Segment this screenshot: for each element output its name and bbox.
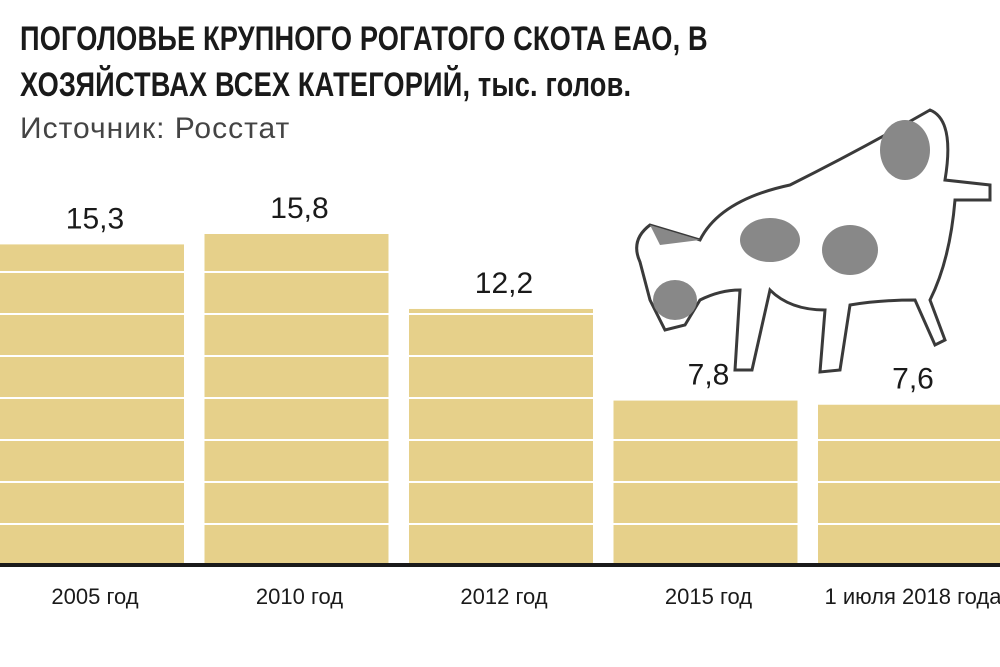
x-tick-label: 2010 год bbox=[256, 584, 343, 609]
value-label: 15,8 bbox=[270, 192, 328, 225]
x-tick-label: 2012 год bbox=[460, 584, 547, 609]
x-tick-label: 2005 год bbox=[51, 584, 138, 609]
value-label: 7,8 bbox=[688, 359, 730, 392]
value-label: 7,6 bbox=[892, 363, 934, 396]
chart-subtitle: Источник: Росстат bbox=[20, 112, 291, 145]
cow-spot bbox=[653, 280, 697, 320]
cow-spot bbox=[740, 218, 800, 262]
bar bbox=[818, 404, 1000, 563]
bars: 15,3 2005 год 15,8 2010 год 12,2 2012 год 7,8 2… bbox=[0, 192, 1000, 609]
value-label: 12,2 bbox=[475, 267, 533, 300]
cow-horn bbox=[650, 225, 700, 245]
cow-spot bbox=[822, 225, 878, 275]
bar bbox=[0, 244, 184, 564]
x-tick-label: 1 июля 2018 года bbox=[825, 584, 1000, 609]
x-tick-label: 2015 год bbox=[665, 584, 752, 609]
cow-illustration bbox=[635, 108, 992, 374]
bar bbox=[409, 308, 593, 563]
chart-title: ПОГОЛОВЬЕ КРУПНОГО РОГАТОГО СКОТА ЕАО, В… bbox=[20, 20, 708, 104]
cow-spot bbox=[880, 120, 930, 180]
value-label: 15,3 bbox=[66, 202, 124, 235]
